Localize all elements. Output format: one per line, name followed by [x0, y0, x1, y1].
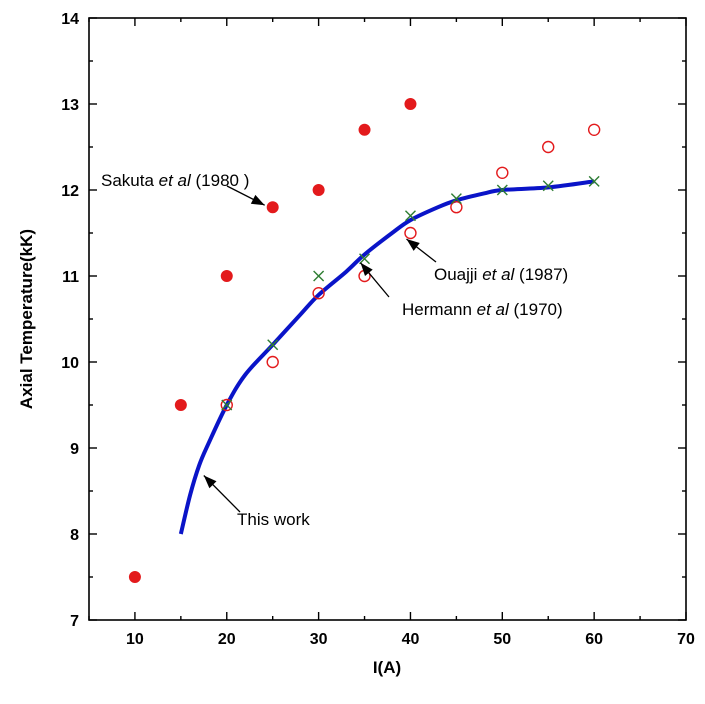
- y-tick-label: 8: [70, 527, 79, 544]
- point-ouajji: [542, 140, 555, 154]
- y-tick-label: 13: [61, 97, 79, 114]
- y-tick-label: 10: [61, 355, 79, 372]
- annotation-arrowhead-ouajji: [406, 239, 420, 251]
- point-ouajji: [496, 166, 509, 180]
- point-ouajji: [266, 355, 279, 369]
- axis-ticks: [88, 17, 687, 621]
- annotation-arrowhead-hermann: [360, 262, 373, 276]
- point-hermann: [496, 184, 508, 196]
- y-tick-label: 11: [62, 269, 79, 286]
- point-hermann: [359, 253, 371, 265]
- point-sakuta: [404, 98, 417, 110]
- series-line-this_work: [178, 179, 595, 535]
- point-ouajji: [450, 200, 463, 214]
- point-sakuta: [220, 270, 233, 282]
- x-tick-label: 70: [677, 631, 695, 648]
- annotation-arrowhead-this_work: [203, 475, 217, 489]
- point-hermann: [450, 193, 462, 205]
- point-ouajji: [587, 123, 601, 137]
- annotation-layer: Sakuta et al (1980 ) Ouajji et al (1987) H…: [101, 171, 568, 529]
- x-axis-title: I(A): [373, 658, 401, 677]
- x-tick-label: 60: [585, 631, 603, 648]
- point-hermann: [313, 270, 325, 282]
- point-hermann: [267, 339, 279, 351]
- annotation-arrowhead-sakuta: [250, 194, 265, 206]
- x-tick-label: 30: [310, 631, 328, 648]
- x-tick-label: 50: [493, 631, 511, 648]
- x-tick-label: 40: [402, 631, 420, 648]
- x-tick-label: 20: [218, 631, 236, 648]
- series-layer: [128, 98, 601, 583]
- y-tick-label: 12: [61, 183, 79, 200]
- y-tick-label: 14: [61, 11, 79, 28]
- x-tick-labels: 10 20 30 40 50 60 70: [126, 631, 695, 648]
- annotation-label-ouajji: Ouajji et al (1987): [434, 265, 568, 284]
- point-sakuta: [358, 123, 371, 136]
- y-axis-title: Axial Temperature(kK): [17, 229, 36, 409]
- point-ouajji: [312, 287, 325, 300]
- point-hermann: [588, 175, 600, 187]
- point-sakuta: [266, 201, 279, 214]
- y-tick-label: 7: [70, 613, 79, 630]
- plot-frame: [88, 17, 687, 621]
- point-sakuta: [128, 571, 141, 583]
- point-ouajji: [220, 398, 233, 412]
- annotation-label-this_work: This work: [237, 510, 310, 529]
- y-tick-labels: 7 8 9 10 11 12 13 14: [61, 11, 79, 630]
- x-tick-label: 10: [126, 631, 144, 648]
- y-tick-label: 9: [70, 441, 79, 458]
- point-ouajji: [404, 226, 417, 240]
- point-sakuta: [312, 184, 325, 196]
- annotation-label-hermann: Hermann et al (1970): [402, 300, 563, 319]
- annotation-label-sakuta: Sakuta et al (1980 ): [101, 171, 249, 190]
- point-sakuta: [174, 399, 187, 411]
- point-hermann: [404, 210, 416, 222]
- point-hermann: [542, 180, 554, 192]
- point-hermann: [221, 399, 233, 411]
